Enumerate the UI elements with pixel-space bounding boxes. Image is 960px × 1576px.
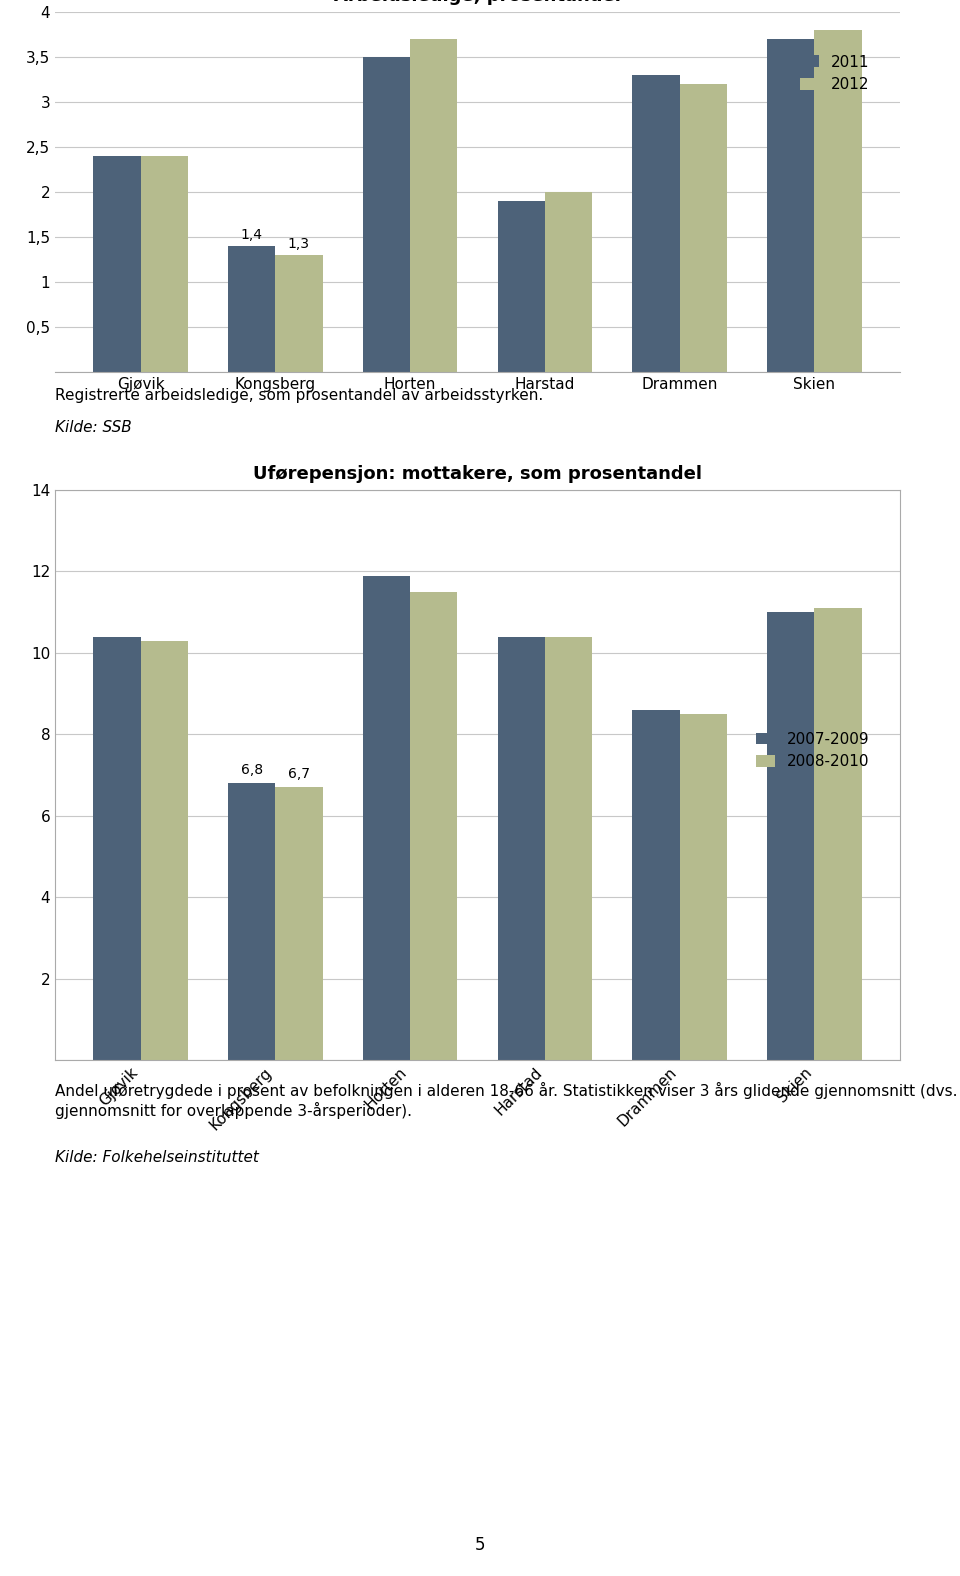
Bar (140, 156, 188, 372)
Bar (93, 637, 140, 1061)
Bar (497, 202, 545, 372)
Bar (633, 76, 680, 372)
Bar (814, 608, 861, 1061)
Bar (228, 783, 276, 1061)
Bar (680, 84, 727, 372)
Bar (410, 39, 457, 372)
Text: 1,4: 1,4 (241, 229, 263, 243)
Text: 1,3: 1,3 (288, 238, 310, 252)
Title: Arbeidsledige, prosentandel: Arbeidsledige, prosentandel (334, 0, 621, 5)
Bar (814, 30, 861, 372)
Text: 5: 5 (475, 1537, 485, 1554)
Title: Uførepensjon: mottakere, som prosentandel: Uførepensjon: mottakere, som prosentande… (253, 465, 702, 482)
Bar (363, 575, 410, 1061)
Bar (276, 788, 323, 1061)
Bar (545, 192, 592, 372)
Text: Kilde: Folkehelseinstituttet: Kilde: Folkehelseinstituttet (55, 1150, 259, 1165)
Text: Andel uføretrygdede i prosent av befolkningen i alderen 18-66 år. Statistikken v: Andel uføretrygdede i prosent av befolkn… (55, 1083, 957, 1119)
Bar (633, 709, 680, 1061)
Text: Registrerte arbeidsledige, som prosentandel av arbeidsstyrken.: Registrerte arbeidsledige, som prosentan… (55, 388, 543, 403)
Legend: 2007-2009, 2008-2010: 2007-2009, 2008-2010 (750, 725, 876, 775)
Text: 6,8: 6,8 (241, 763, 263, 777)
Bar (680, 714, 727, 1061)
Bar (228, 246, 276, 372)
Text: 6,7: 6,7 (288, 768, 310, 782)
Bar (545, 637, 592, 1061)
Bar (767, 611, 814, 1061)
Bar (93, 156, 140, 372)
Bar (140, 640, 188, 1061)
Text: Kilde: SSB: Kilde: SSB (55, 419, 132, 435)
Bar (497, 637, 545, 1061)
Legend: 2011, 2012: 2011, 2012 (794, 49, 876, 98)
Bar (363, 57, 410, 372)
Bar (276, 255, 323, 372)
Bar (410, 591, 457, 1061)
Bar (767, 39, 814, 372)
